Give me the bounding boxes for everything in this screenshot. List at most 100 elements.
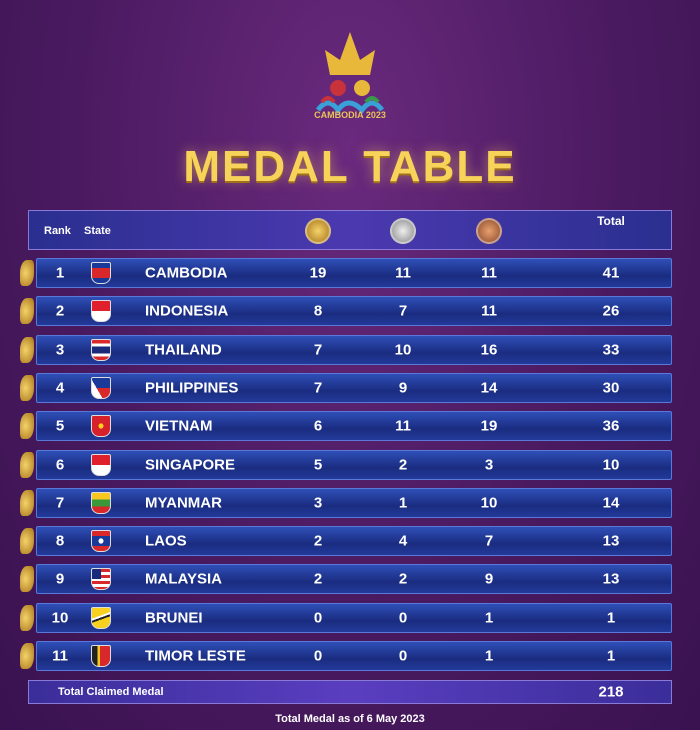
total: 13 [602,532,620,550]
rank: 7 [55,494,65,512]
silver: 11 [395,417,411,435]
flag [91,645,111,667]
flag [91,338,111,361]
row-bar [36,449,672,480]
ornament [20,643,34,669]
rank: 5 [55,417,65,435]
gold: 2 [313,532,323,550]
bronze: 7 [484,532,494,550]
silver: 10 [394,341,412,359]
total: 14 [602,494,620,512]
ornament [20,260,34,286]
bronze-icon [476,218,502,244]
bronze: 3 [484,456,494,473]
row-bar [36,296,672,327]
bronze: 19 [480,417,498,435]
row-bar [36,487,672,518]
bronze: 14 [480,379,498,397]
gold: 7 [313,341,323,359]
gold: 8 [313,302,323,320]
gold: 5 [313,456,323,473]
bronze: 9 [484,570,494,588]
total: 1 [606,647,616,665]
header-row [28,210,672,250]
state: BRUNEI [145,609,203,627]
col-rank: Rank [44,225,71,237]
total: 41 [602,264,620,282]
row-bar [36,526,672,557]
ornament [20,374,34,401]
silver: 4 [398,532,408,550]
col-total: Total [597,214,625,228]
gold: 3 [313,494,323,512]
state: TIMOR LESTE [145,647,246,665]
ornament [20,413,34,440]
bronze: 1 [484,609,494,627]
ornament [20,566,34,593]
row-bar [36,641,672,671]
state: LAOS [145,532,187,550]
silver: 2 [398,570,408,588]
note: Total Medal as of 6 May 2023 [275,713,425,725]
rank: 10 [51,609,69,627]
flag [91,262,111,284]
state: CAMBODIA [145,264,228,282]
silver: 0 [398,647,408,665]
ornament [20,528,34,555]
row-bar [36,602,672,633]
flag [91,491,111,514]
silver: 11 [395,264,411,282]
state: MYANMAR [145,494,222,512]
gold: 6 [313,417,323,435]
total: 36 [602,417,620,435]
row-bar [36,564,672,595]
total: 1 [606,609,616,627]
silver: 9 [398,379,408,397]
state: INDONESIA [145,302,229,320]
title: MEDAL TABLE [183,142,517,191]
bronze: 16 [480,341,498,359]
flag [91,300,111,323]
bronze: 11 [481,302,497,320]
state: PHILIPPINES [145,379,239,397]
col-state: State [84,225,111,237]
total: 33 [602,341,620,359]
rank: 8 [55,532,65,550]
total: 30 [602,379,620,397]
state: THAILAND [145,341,222,359]
state: VIETNAM [145,417,213,435]
ornament [20,489,34,516]
row-bar [36,411,672,442]
footer-total: 218 [598,683,624,701]
flag [91,376,111,399]
logo [315,32,385,115]
silver-icon [390,218,416,244]
flag [91,606,111,629]
gold: 0 [313,647,323,665]
ornament [20,604,34,631]
flag [91,568,111,591]
gold: 19 [309,264,327,282]
state: SINGAPORE [145,456,236,473]
ornament [20,336,34,363]
rank: 4 [55,379,65,397]
state: MALAYSIA [145,570,222,588]
total: 26 [602,302,620,320]
total: 10 [602,456,620,473]
bronze: 11 [481,264,497,282]
gold: 0 [313,609,323,627]
silver: 1 [398,494,408,512]
footer-label: Total Claimed Medal [58,686,164,698]
row-bar [36,372,672,403]
rank: 3 [55,341,65,359]
rank: 6 [55,456,65,473]
total: 13 [602,570,620,588]
row-bar [36,258,672,288]
rank: 1 [55,264,65,282]
rank: 11 [52,647,68,665]
gold-icon [305,218,331,244]
footer-row [28,680,672,704]
rank: 2 [55,302,65,320]
silver: 0 [398,609,408,627]
